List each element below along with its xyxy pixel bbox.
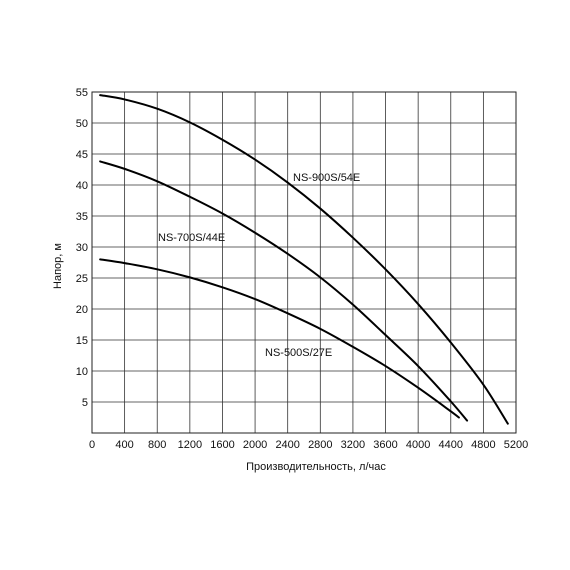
y-tick-label: 15	[76, 335, 88, 347]
x-tick-label: 4000	[406, 439, 430, 451]
series-labels: NS-900S/54E NS-700S/44E NS-500S/27E	[158, 172, 360, 359]
y-tick-label: 40	[76, 180, 88, 192]
y-tick-label: 20	[76, 304, 88, 316]
y-tick-label: 25	[76, 273, 88, 285]
x-tick-label: 3600	[373, 439, 397, 451]
x-tick-label: 800	[148, 439, 166, 451]
performance-curves	[99, 94, 509, 425]
x-tick-label: 4800	[471, 439, 495, 451]
x-axis-label: Производительность, л/час	[246, 461, 386, 473]
y-tick-label: 55	[76, 87, 88, 99]
x-tick-labels: 0 400 800 1200 1600 2000 2400 2800 3200 3600 4000 4…	[89, 439, 528, 451]
x-tick-label: 3200	[341, 439, 365, 451]
x-tick-label: 2000	[243, 439, 267, 451]
plot-border	[91, 91, 517, 434]
grid	[92, 92, 516, 433]
x-tick-label: 5200	[504, 439, 528, 451]
y-tick-label: 10	[76, 366, 88, 378]
x-tick-label: 2800	[308, 439, 332, 451]
x-tick-label: 400	[115, 439, 133, 451]
x-tick-label: 2400	[275, 439, 299, 451]
series-label-2: NS-700S/44E	[158, 232, 225, 244]
series-line-1	[99, 94, 509, 425]
x-tick-label: 0	[89, 439, 95, 451]
y-tick-labels: 5 10 15 20 25 30 35 40 45 50 55	[76, 87, 88, 409]
y-tick-label: 5	[82, 397, 88, 409]
y-tick-label: 45	[76, 149, 88, 161]
series-line-3	[99, 258, 460, 419]
y-axis-label: Напор, м	[52, 243, 64, 289]
series-label-1: NS-900S/54E	[293, 172, 360, 184]
x-tick-label: 1200	[178, 439, 202, 451]
y-tick-label: 35	[76, 211, 88, 223]
series-label-3: NS-500S/27E	[265, 347, 332, 359]
series-line-2	[99, 160, 469, 422]
y-tick-label: 50	[76, 118, 88, 130]
y-tick-label: 30	[76, 242, 88, 254]
x-tick-label: 4400	[439, 439, 463, 451]
x-tick-label: 1600	[210, 439, 234, 451]
plot-frame	[91, 91, 517, 434]
